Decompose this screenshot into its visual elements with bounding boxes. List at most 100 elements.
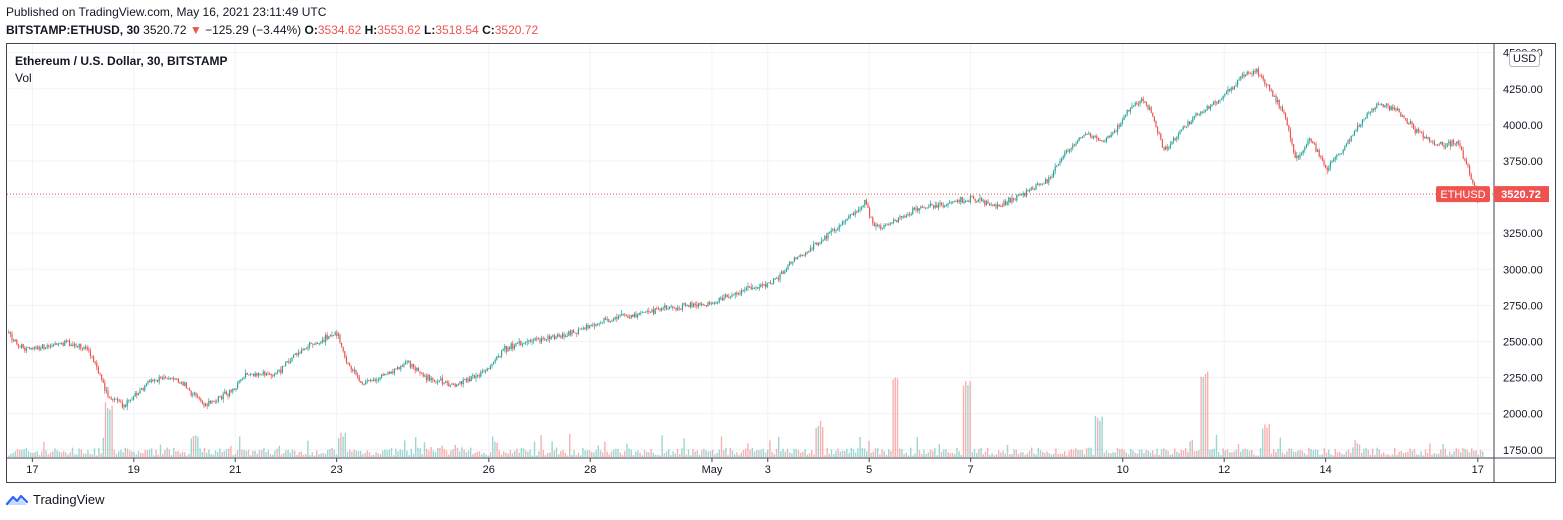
candle-body — [1185, 126, 1187, 128]
candle-body — [574, 332, 576, 334]
candle-body — [662, 307, 664, 309]
candle-body — [619, 315, 621, 317]
volume-bar — [1053, 453, 1055, 457]
volume-bar — [1141, 449, 1143, 457]
volume-bar — [1207, 371, 1209, 457]
candle-body — [1129, 108, 1131, 112]
candle-body — [1011, 197, 1013, 203]
candle-body — [1341, 153, 1343, 155]
candle-body — [902, 216, 904, 218]
volume-bar — [703, 448, 705, 457]
candle-body — [1179, 131, 1181, 135]
volume-bar — [313, 455, 316, 457]
volume-bar — [672, 451, 674, 457]
volume-bar — [723, 450, 725, 457]
volume-bar — [1103, 452, 1105, 457]
volume-bar — [516, 448, 518, 457]
candle-body — [149, 380, 151, 383]
candle-body — [517, 342, 519, 344]
volume-bar — [1336, 452, 1339, 457]
volume-bar — [654, 454, 657, 457]
candle-body — [385, 373, 387, 375]
candle-body — [278, 369, 280, 371]
volume-bar — [58, 451, 60, 457]
candle-body — [800, 254, 802, 257]
volume-bar — [804, 449, 806, 457]
candle-body — [1304, 147, 1306, 151]
y-tick-label: 2500.00 — [1503, 336, 1543, 348]
volume-bar — [657, 454, 659, 457]
candle-body — [81, 348, 83, 349]
candle-body — [614, 317, 616, 319]
volume-bar — [749, 449, 751, 457]
volume-bar — [641, 455, 643, 457]
candle-body — [864, 199, 866, 206]
volume-bar — [542, 450, 544, 457]
volume-bar — [159, 444, 162, 457]
volume-bar — [1389, 455, 1391, 457]
volume-bar — [1039, 450, 1042, 457]
volume-bar — [1358, 444, 1361, 457]
volume-bar — [947, 451, 949, 457]
candle-body — [1393, 107, 1395, 110]
volume-bar — [690, 455, 692, 457]
candle-body — [286, 361, 288, 363]
x-tick-label: 12 — [1218, 464, 1230, 476]
volume-bar — [129, 450, 131, 457]
candle-body — [520, 340, 522, 345]
candle-body — [1323, 160, 1325, 165]
volume-bar — [1270, 453, 1273, 457]
candle-body — [1433, 141, 1435, 145]
volume-bar — [857, 448, 859, 457]
volume-bar — [1075, 448, 1077, 457]
candle-body — [545, 339, 547, 340]
candle-body — [939, 203, 941, 205]
volume-bar — [230, 445, 232, 457]
volume-bar — [868, 440, 870, 457]
candle-body — [921, 206, 923, 208]
volume-bar — [208, 449, 210, 457]
candle-body — [627, 315, 629, 319]
candle-body — [1443, 145, 1445, 148]
candle-body — [606, 319, 608, 321]
candle-body — [433, 379, 435, 382]
volume-bar — [531, 455, 533, 457]
candle-body — [64, 340, 66, 346]
volume-bar — [1022, 452, 1024, 457]
x-tick-label: May — [702, 464, 723, 476]
volume-bar — [993, 455, 995, 457]
candle-body — [686, 305, 688, 307]
volume-bar — [1416, 454, 1418, 457]
candle-body — [941, 203, 943, 206]
volume-bar — [43, 442, 45, 457]
candle-body — [961, 197, 963, 204]
candle-body — [973, 196, 975, 200]
candle-body — [774, 278, 776, 280]
candle-body — [1342, 149, 1344, 154]
volume-bar — [850, 447, 852, 457]
candle-body — [669, 306, 671, 309]
candle-body — [725, 294, 727, 298]
published-info: Published on TradingView.com, May 16, 20… — [6, 5, 327, 19]
currency-button[interactable]: USD — [1509, 51, 1541, 67]
volume-bar — [415, 437, 417, 457]
volume-bar — [1297, 450, 1299, 457]
candle-body — [781, 271, 783, 274]
candle-body — [702, 303, 704, 305]
candle-body — [1285, 113, 1287, 119]
volume-bar — [256, 453, 258, 457]
candle-body — [1062, 156, 1064, 159]
candle-body — [1344, 146, 1346, 150]
volume-bar — [395, 448, 397, 457]
candle-body — [595, 324, 597, 326]
volume-bar — [188, 453, 190, 457]
candle-body — [1008, 197, 1010, 203]
candle-body — [1310, 138, 1312, 142]
candle-body — [1030, 187, 1032, 191]
candle-body — [272, 375, 274, 377]
candle-body — [437, 381, 439, 383]
candle-body — [470, 375, 472, 382]
candle-body — [536, 338, 538, 340]
candle-body — [656, 308, 658, 310]
